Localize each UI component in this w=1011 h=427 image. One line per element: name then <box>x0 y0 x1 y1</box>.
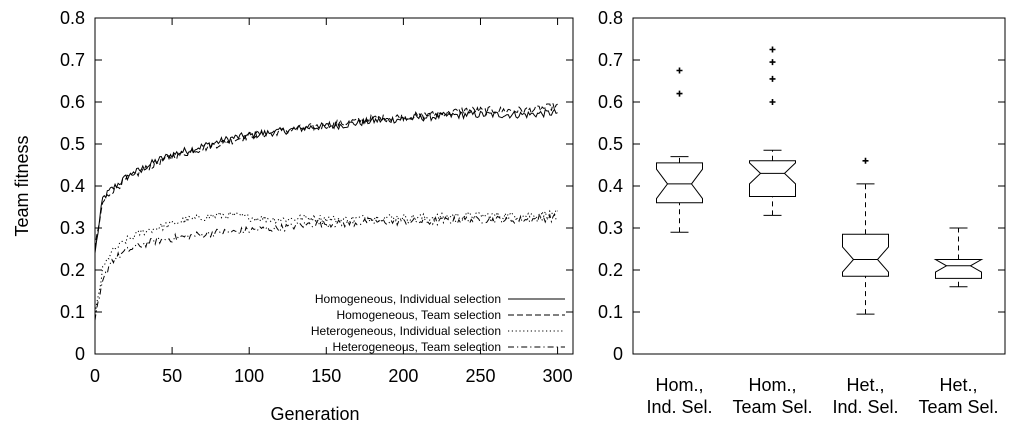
legend-label: Heterogeneous, Individual selection <box>311 324 501 338</box>
series-line <box>94 212 558 321</box>
y-tick-label: 0.3 <box>60 218 85 238</box>
legend-label: Homogeneous, Team selection <box>336 308 501 322</box>
y-tick-label: 0.6 <box>598 92 623 112</box>
box-chart-category-labels: Hom.,Ind. Sel.Hom.,Team Sel.Het.,Ind. Se… <box>646 375 998 417</box>
box-body <box>933 259 984 279</box>
x-tick-label: 200 <box>388 366 418 386</box>
series-line <box>94 108 558 254</box>
category-label: Team Sel. <box>918 397 998 417</box>
box <box>933 227 984 288</box>
outlier-marker <box>676 67 683 74</box>
line-chart-y-axis-title: Team fitness <box>12 135 32 236</box>
y-tick-label: 0.1 <box>60 302 85 322</box>
line-chart-x-ticks: 0 50 100 150 200 250 300 <box>90 18 573 386</box>
category-label: Hom., <box>655 375 703 395</box>
y-tick-label: 0.4 <box>60 176 85 196</box>
box-body <box>749 160 796 197</box>
outlier-marker <box>862 157 869 164</box>
y-tick-label: 0.8 <box>60 8 85 28</box>
outlier-marker <box>769 75 776 82</box>
series-lines <box>94 103 558 321</box>
category-label: Ind. Sel. <box>832 397 898 417</box>
legend: Homogeneous, Individual selection Homogen… <box>311 292 565 354</box>
series-line <box>94 208 558 317</box>
x-tick-label: 100 <box>234 366 264 386</box>
box <box>749 46 796 216</box>
x-tick-label: 0 <box>90 366 100 386</box>
line-chart-y-ticks: 0 0.1 0.2 0.3 0.4 0.5 0.6 0.7 0.8 <box>60 8 573 364</box>
category-label: Hom., <box>748 375 796 395</box>
y-tick-label: 0.7 <box>598 50 623 70</box>
box <box>842 157 889 315</box>
y-tick-label: 0.1 <box>598 302 623 322</box>
legend-label: Heterogeneous, Team selection <box>332 340 501 354</box>
box-body <box>656 162 703 204</box>
y-tick-label: 0.6 <box>60 92 85 112</box>
y-tick-label: 0.2 <box>60 260 85 280</box>
y-tick-label: 0.8 <box>598 8 623 28</box>
x-tick-label: 250 <box>465 366 495 386</box>
line-chart: 0 0.1 0.2 0.3 0.4 0.5 0.6 0.7 0.8 0 50 100 150 200 25… <box>12 8 574 424</box>
box-body <box>842 233 889 277</box>
category-label: Team Sel. <box>732 397 812 417</box>
y-tick-label: 0.7 <box>60 50 85 70</box>
category-label: Ind. Sel. <box>646 397 712 417</box>
boxes <box>656 46 984 315</box>
outlier-marker <box>769 99 776 105</box>
y-tick-label: 0.5 <box>598 134 623 154</box>
y-tick-label: 0 <box>75 344 85 364</box>
x-tick-label: 300 <box>543 366 573 386</box>
y-tick-label: 0.2 <box>598 260 623 280</box>
x-tick-label: 150 <box>311 366 341 386</box>
outlier-marker <box>676 90 683 97</box>
legend-label: Homogeneous, Individual selection <box>315 292 501 306</box>
category-label: Het., <box>846 375 884 395</box>
box <box>656 67 703 233</box>
series-line <box>94 103 558 250</box>
x-tick-label: 50 <box>162 366 182 386</box>
box-chart: 00.10.20.30.40.50.60.70.8 Hom.,Ind. Sel.… <box>598 8 1006 417</box>
outlier-marker <box>769 46 776 53</box>
y-tick-label: 0 <box>613 344 623 364</box>
outlier-marker <box>769 59 776 66</box>
category-label: Het., <box>939 375 977 395</box>
y-tick-label: 0.4 <box>598 176 623 196</box>
y-tick-label: 0.3 <box>598 218 623 238</box>
box-chart-y-ticks: 0 0.1 0.2 0.3 0.4 0.5 0.6 0.7 0.8 <box>598 8 1005 364</box>
line-chart-x-axis-title: Generation <box>270 404 359 424</box>
y-tick-label: 0.5 <box>60 134 85 154</box>
